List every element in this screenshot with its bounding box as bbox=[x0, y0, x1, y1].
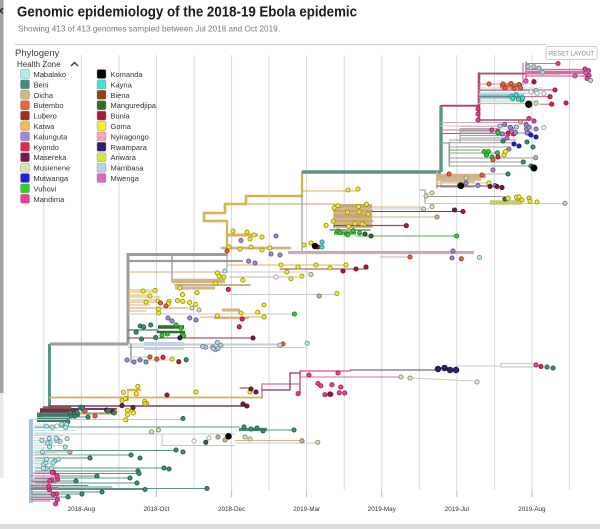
svg-text:Beni: Beni bbox=[34, 80, 49, 89]
svg-text:Mandima: Mandima bbox=[34, 195, 66, 204]
svg-text:Showing 413 of 413 genomes sam: Showing 413 of 413 genomes sampled betwe… bbox=[18, 24, 280, 34]
svg-text:Bunia: Bunia bbox=[111, 112, 131, 121]
svg-text:2019-May: 2019-May bbox=[368, 506, 397, 513]
svg-text:Mabalako: Mabalako bbox=[34, 70, 67, 79]
svg-text:Kyondo: Kyondo bbox=[34, 143, 59, 152]
svg-text:Goma: Goma bbox=[111, 122, 132, 131]
svg-text:Mambasa: Mambasa bbox=[111, 164, 145, 173]
svg-text:Health Zone: Health Zone bbox=[17, 60, 61, 69]
svg-text:Kalunguta: Kalunguta bbox=[34, 132, 69, 141]
svg-text:Musienene: Musienene bbox=[34, 164, 71, 173]
svg-text:Rwampara: Rwampara bbox=[111, 143, 148, 152]
svg-text:Genomic epidemiology of the 20: Genomic epidemiology of the 2018-19 Ebol… bbox=[17, 4, 357, 21]
svg-text:2019-Mar: 2019-Mar bbox=[293, 506, 320, 513]
svg-text:Vuhovi: Vuhovi bbox=[34, 184, 57, 193]
svg-text:2018-Dec: 2018-Dec bbox=[218, 506, 245, 513]
svg-text:2018-Oct: 2018-Oct bbox=[143, 506, 169, 513]
svg-text:2019-Jul: 2019-Jul bbox=[445, 506, 469, 513]
svg-text:Kayna: Kayna bbox=[111, 80, 133, 89]
svg-text:Komanda: Komanda bbox=[111, 70, 144, 79]
svg-text:2018-Aug: 2018-Aug bbox=[68, 506, 96, 513]
svg-text:Katwa: Katwa bbox=[34, 122, 56, 131]
svg-text:Oicha: Oicha bbox=[34, 91, 54, 100]
svg-text:Phylogeny: Phylogeny bbox=[15, 48, 60, 59]
svg-text:Biena: Biena bbox=[111, 91, 131, 100]
svg-text:Butembo: Butembo bbox=[34, 101, 64, 110]
svg-text:RESET LAYOUT: RESET LAYOUT bbox=[549, 52, 594, 58]
svg-text:Ariwara: Ariwara bbox=[111, 153, 137, 162]
svg-text:Mwenga: Mwenga bbox=[111, 174, 140, 183]
svg-text:Mutwanga: Mutwanga bbox=[34, 174, 69, 183]
svg-text:Masereka: Masereka bbox=[34, 153, 68, 162]
svg-text:Manguredjipa: Manguredjipa bbox=[111, 101, 157, 110]
svg-text:2019-Aug: 2019-Aug bbox=[518, 506, 546, 513]
svg-text:Nyiragongo: Nyiragongo bbox=[111, 132, 149, 141]
svg-text:Lubero: Lubero bbox=[34, 112, 57, 121]
